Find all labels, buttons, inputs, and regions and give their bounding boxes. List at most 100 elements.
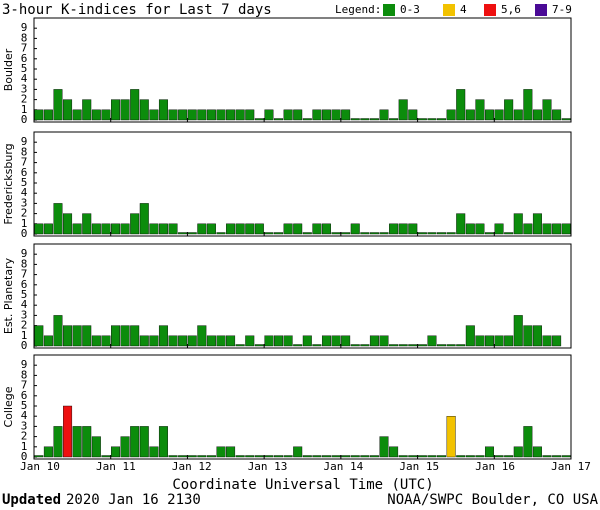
legend-label: 4 [460, 3, 467, 16]
y-tick-label: 6 [21, 278, 28, 291]
bar [437, 118, 447, 121]
panel-frame [33, 131, 572, 237]
bar [379, 109, 389, 121]
bar [111, 446, 121, 458]
bar [456, 455, 466, 458]
bar [274, 455, 284, 458]
bar [34, 109, 44, 121]
bar [369, 455, 379, 458]
bar [542, 99, 552, 121]
bar [226, 446, 236, 458]
bar [139, 335, 149, 347]
panel-frame [33, 354, 572, 460]
bar [187, 455, 197, 458]
panel-label: College [2, 386, 15, 427]
bar [254, 118, 264, 121]
bar [542, 223, 552, 235]
bar [494, 223, 504, 235]
bar [149, 223, 159, 235]
bar [178, 109, 188, 121]
y-tick-label: 0 [21, 339, 28, 352]
bar [456, 213, 466, 235]
bar [552, 455, 562, 458]
bar [532, 325, 542, 347]
bar [72, 426, 82, 458]
bar [206, 109, 216, 121]
bar [484, 446, 494, 458]
bar [91, 436, 101, 458]
bar [43, 109, 53, 121]
panel-frame [33, 243, 572, 349]
bar [34, 223, 44, 235]
bar [168, 109, 178, 121]
bar [350, 223, 360, 235]
legend-label: 0-3 [400, 3, 420, 16]
bar [158, 426, 168, 458]
bar [484, 109, 494, 121]
bar [321, 335, 331, 347]
bar [197, 325, 207, 347]
legend-title: Legend: [335, 3, 381, 16]
bar [417, 344, 427, 347]
bar [53, 315, 63, 347]
panel-label: Boulder [2, 48, 15, 91]
y-tick-label: 1 [21, 440, 28, 453]
bar [34, 455, 44, 458]
bar [264, 335, 274, 347]
bar [283, 223, 293, 235]
bar [158, 223, 168, 235]
legend-swatch [484, 4, 496, 16]
bar [552, 223, 562, 235]
bar [437, 455, 447, 458]
bar [331, 335, 341, 347]
bar [513, 446, 523, 458]
x-axis-title: Coordinate Universal Time (UTC) [172, 477, 433, 493]
bar [389, 446, 399, 458]
bar [178, 335, 188, 347]
y-tick-label: 2 [21, 93, 28, 106]
bar [302, 118, 312, 121]
bar [158, 325, 168, 347]
bar [369, 232, 379, 235]
bar [302, 335, 312, 347]
bar [187, 232, 197, 235]
y-tick-label: 8 [21, 368, 28, 381]
bar [82, 99, 92, 121]
bar [226, 335, 236, 347]
y-tick-label: 1 [21, 103, 28, 116]
bar [475, 99, 485, 121]
bar [72, 325, 82, 347]
bar [484, 335, 494, 347]
bar [561, 118, 571, 121]
bar [53, 89, 63, 121]
y-tick-label: 3 [21, 419, 28, 432]
bar [168, 455, 178, 458]
bar [369, 118, 379, 121]
bar [379, 436, 389, 458]
source: NOAA/SWPC Boulder, CO USA [387, 492, 598, 508]
y-tick-label: 4 [21, 72, 28, 85]
bar [111, 223, 121, 235]
bar [523, 89, 533, 121]
y-tick-label: 8 [21, 257, 28, 270]
bar [408, 455, 418, 458]
bar [149, 335, 159, 347]
bar [360, 455, 370, 458]
bar [235, 344, 245, 347]
y-tick-label: 3 [21, 196, 28, 209]
bar [264, 232, 274, 235]
bar [158, 99, 168, 121]
bar [120, 325, 130, 347]
bar [101, 455, 111, 458]
bar [331, 109, 341, 121]
bar [293, 223, 303, 235]
y-tick-label: 7 [21, 268, 28, 281]
bar [523, 426, 533, 458]
bar [504, 335, 514, 347]
bar [235, 109, 245, 121]
panel-label: Est. Planetary [2, 257, 15, 334]
bar [561, 223, 571, 235]
y-tick-label: 9 [21, 358, 28, 371]
y-tick-label: 3 [21, 82, 28, 95]
bar [293, 109, 303, 121]
